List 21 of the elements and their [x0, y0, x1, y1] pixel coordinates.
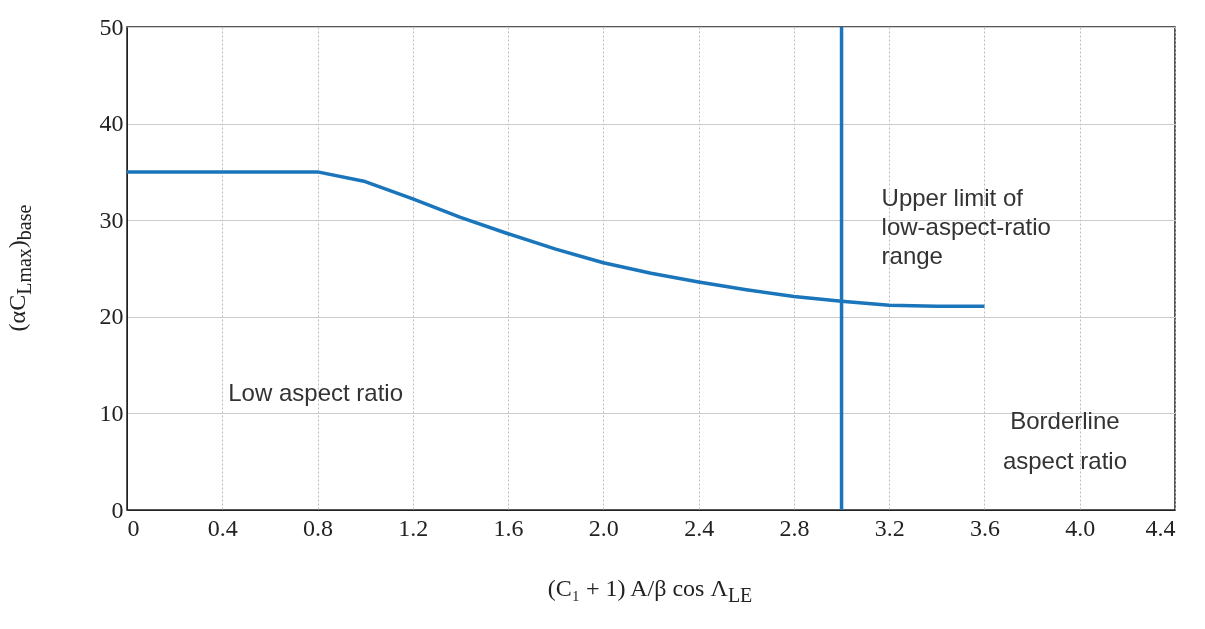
x-tick-label: 0.4	[207, 514, 238, 541]
y-tick-label: 50	[99, 13, 124, 40]
x-tick-label: 4.4	[1145, 514, 1176, 541]
y-tick-label: 0	[111, 496, 124, 523]
x-tick-label: 1.6	[493, 514, 524, 541]
x-tick-label: 2.4	[684, 514, 715, 541]
ref-line-label: Upper limit of low-aspect-ratio range	[881, 184, 1051, 269]
annotation: Low aspect ratio	[228, 379, 404, 407]
text: 4.0	[1065, 514, 1096, 541]
x-tick-label: 3.2	[874, 514, 905, 541]
x-tick-label: 2.8	[779, 514, 810, 541]
y-tick-label: 30	[99, 206, 124, 233]
y-tick-label: 10	[99, 399, 124, 426]
x-tick-label: 3.6	[969, 514, 1000, 541]
x-tick-label: 0.8	[303, 514, 334, 541]
y-tick-label: 20	[99, 303, 124, 330]
x-tick-label: 1.2	[398, 514, 429, 541]
x-axis-title: (C₁ + 1) A/β cos Λ$_{LE}$	[546, 575, 754, 607]
text: 2.0	[588, 514, 619, 541]
annotation: Borderline aspect ratio	[1002, 407, 1127, 475]
y-tick-label: 40	[99, 110, 124, 137]
